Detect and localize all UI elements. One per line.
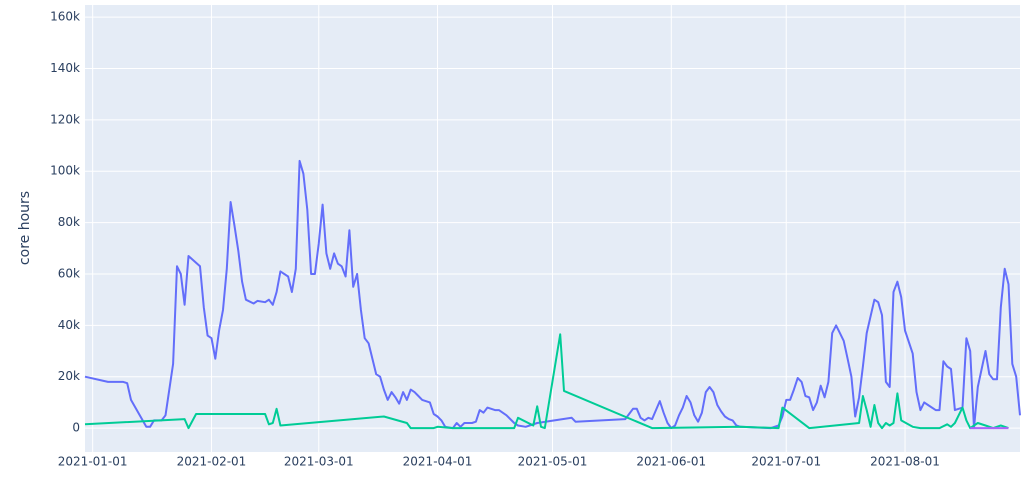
y-tick-label: 100k: [50, 164, 80, 178]
y-tick-label: 120k: [50, 112, 80, 126]
x-tick-label: 2021-02-01: [177, 455, 247, 469]
x-tick-label: 2021-04-01: [403, 455, 473, 469]
x-tick-label: 2021-08-01: [870, 455, 940, 469]
x-tick-label: 2021-05-01: [518, 455, 588, 469]
y-tick-label: 160k: [50, 10, 80, 24]
x-tick-label: 2021-01-01: [58, 455, 128, 469]
x-tick-label: 2021-03-01: [284, 455, 354, 469]
line-series: [84, 159, 1021, 430]
y-tick-label: 0: [72, 421, 80, 435]
y-tick-label: 40k: [58, 318, 80, 332]
y-tick-label: 140k: [50, 61, 80, 75]
y-tick-label: 20k: [58, 369, 80, 383]
x-tick-label: 2021-07-01: [751, 455, 821, 469]
y-tick-label: 60k: [58, 266, 80, 280]
line-series: [84, 333, 1009, 430]
y-axis-title: core hours: [17, 191, 33, 265]
y-tick-label: 80k: [58, 215, 80, 229]
x-tick-label: 2021-06-01: [636, 455, 706, 469]
